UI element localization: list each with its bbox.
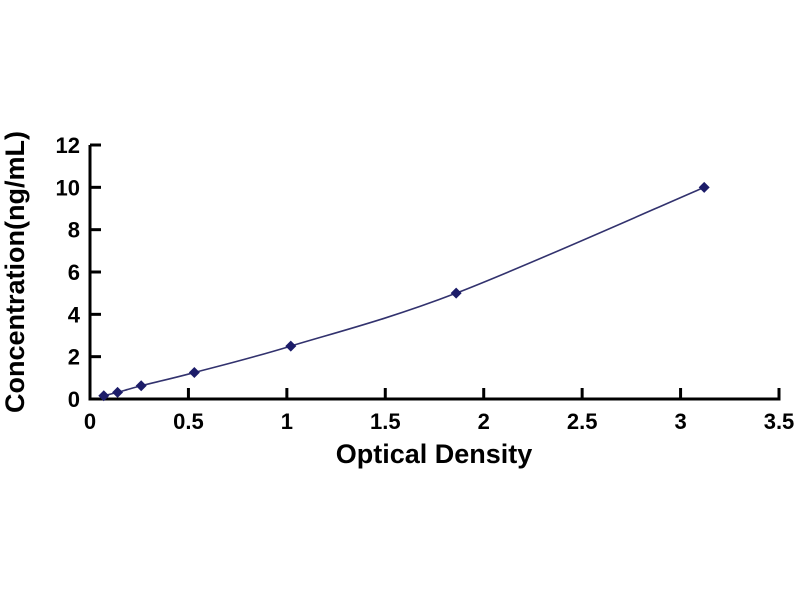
axes (88, 145, 781, 401)
y-tick-label: 12 (56, 133, 80, 158)
data-point-marker (450, 287, 462, 299)
x-tick-label: 2.5 (567, 409, 598, 434)
data-point-marker (188, 367, 200, 379)
y-tick-label: 6 (68, 260, 80, 285)
axis-ticks (90, 143, 781, 399)
data-point-marker (112, 386, 124, 398)
data-point-marker (98, 390, 110, 402)
data-point-marker (285, 340, 297, 352)
y-tick-label: 2 (68, 345, 80, 370)
data-point-marker (135, 380, 147, 392)
y-tick-label: 4 (68, 302, 81, 327)
data-series (98, 181, 710, 402)
y-tick-label: 0 (68, 387, 80, 412)
data-point-marker (698, 181, 710, 193)
standard-curve-line (103, 186, 705, 397)
x-axis-title: Optical Density (336, 439, 533, 469)
x-tick-label: 2 (478, 409, 490, 434)
x-tick-label: 0 (84, 409, 96, 434)
x-tick-label: 3.5 (764, 409, 795, 434)
y-axis-title: Concentration(ng/mL) (0, 131, 30, 413)
y-tick-label: 10 (56, 175, 80, 200)
x-tick-label: 0.5 (173, 409, 204, 434)
x-tick-label: 3 (674, 409, 686, 434)
x-tick-label: 1 (281, 409, 293, 434)
tick-labels: 0 0.5 1 1.5 2 2.5 3 3.5 0 2 4 6 8 10 12 (56, 133, 795, 434)
x-tick-label: 1.5 (370, 409, 401, 434)
y-tick-label: 8 (68, 218, 80, 243)
